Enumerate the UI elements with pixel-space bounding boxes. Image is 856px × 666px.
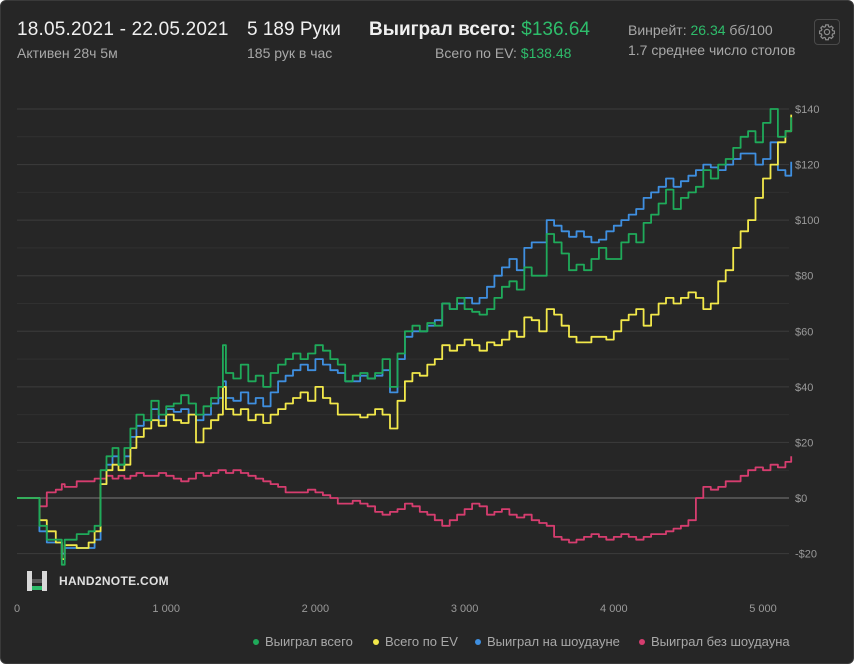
date-range: 18.05.2021 - 22.05.2021 bbox=[17, 19, 229, 40]
legend-dot-showdown bbox=[475, 638, 481, 645]
legend-dot-ev bbox=[373, 638, 379, 645]
winrate-unit: бб/100 bbox=[729, 22, 773, 38]
series-line-0 bbox=[17, 108, 793, 566]
winrate-value: 26.34 bbox=[690, 22, 726, 38]
gear-icon bbox=[818, 24, 836, 41]
y-tick-label: -$20 bbox=[795, 549, 817, 561]
x-tick-label: 5 000 bbox=[749, 603, 777, 615]
y-tick-label: $0 bbox=[795, 493, 807, 505]
y-tick-label: $80 bbox=[795, 271, 813, 283]
legend-label-ev: Всего по EV bbox=[385, 634, 458, 649]
hands-per-hour: 185 рук в час bbox=[247, 45, 333, 61]
legend-label-non-showdown: Выиграл без шоудауна bbox=[651, 634, 790, 649]
x-tick-label: 4 000 bbox=[600, 603, 628, 615]
line-chart: $140 $120 $100 $80 $60 $40 $20 $0 -$20 0 1 000 2 00… bbox=[14, 104, 820, 615]
won-ev: Всего по EV: $138.48 bbox=[435, 45, 571, 61]
series-line-3 bbox=[17, 456, 793, 544]
legend-dot-non-showdown bbox=[639, 638, 645, 645]
series-line-1 bbox=[17, 114, 793, 560]
ev-value: $138.48 bbox=[520, 45, 572, 61]
ev-label: Всего по EV: bbox=[435, 45, 517, 61]
won-total-label: Выиграл всего: bbox=[369, 19, 516, 40]
x-tick-label: 3 000 bbox=[451, 603, 479, 615]
y-tick-label: $140 bbox=[795, 104, 819, 116]
legend-label-showdown: Выиграл на шоудауне bbox=[487, 634, 620, 649]
y-tick-label: $120 bbox=[795, 160, 819, 172]
legend-item-non-showdown[interactable]: Выиграл без шоудауна bbox=[639, 634, 790, 650]
x-tick-label: 2 000 bbox=[302, 603, 330, 615]
won-total: Выиграл всего: $136.64 bbox=[369, 19, 590, 41]
hands-total: 5 189 Руки bbox=[247, 19, 341, 40]
active-time: Активен 28ч 5м bbox=[17, 45, 118, 61]
legend-label-total: Выиграл всего bbox=[265, 634, 353, 649]
winrate: Винрейт: 26.34 бб/100 bbox=[628, 22, 773, 38]
y-tick-label: $40 bbox=[795, 382, 813, 394]
x-tick-label: 1 000 bbox=[152, 603, 180, 615]
legend-item-ev[interactable]: Всего по EV bbox=[373, 634, 458, 650]
x-tick-label: 0 bbox=[14, 603, 20, 615]
logo-text: HAND2NOTE.COM bbox=[59, 574, 169, 588]
y-tick-label: $100 bbox=[795, 215, 819, 227]
y-tick-label: $60 bbox=[795, 326, 813, 338]
legend-item-showdown[interactable]: Выиграл на шоудауне bbox=[475, 634, 620, 650]
y-tick-label: $20 bbox=[795, 437, 813, 449]
settings-button[interactable] bbox=[814, 19, 840, 45]
legend-dot-total bbox=[253, 638, 259, 645]
legend-item-total[interactable]: Выиграл всего bbox=[253, 634, 353, 650]
won-total-value: $136.64 bbox=[521, 19, 590, 40]
winrate-label: Винрейт: bbox=[628, 22, 687, 38]
hand2note-logo bbox=[27, 571, 47, 591]
avg-tables: 1.7 среднее число столов bbox=[628, 42, 796, 58]
